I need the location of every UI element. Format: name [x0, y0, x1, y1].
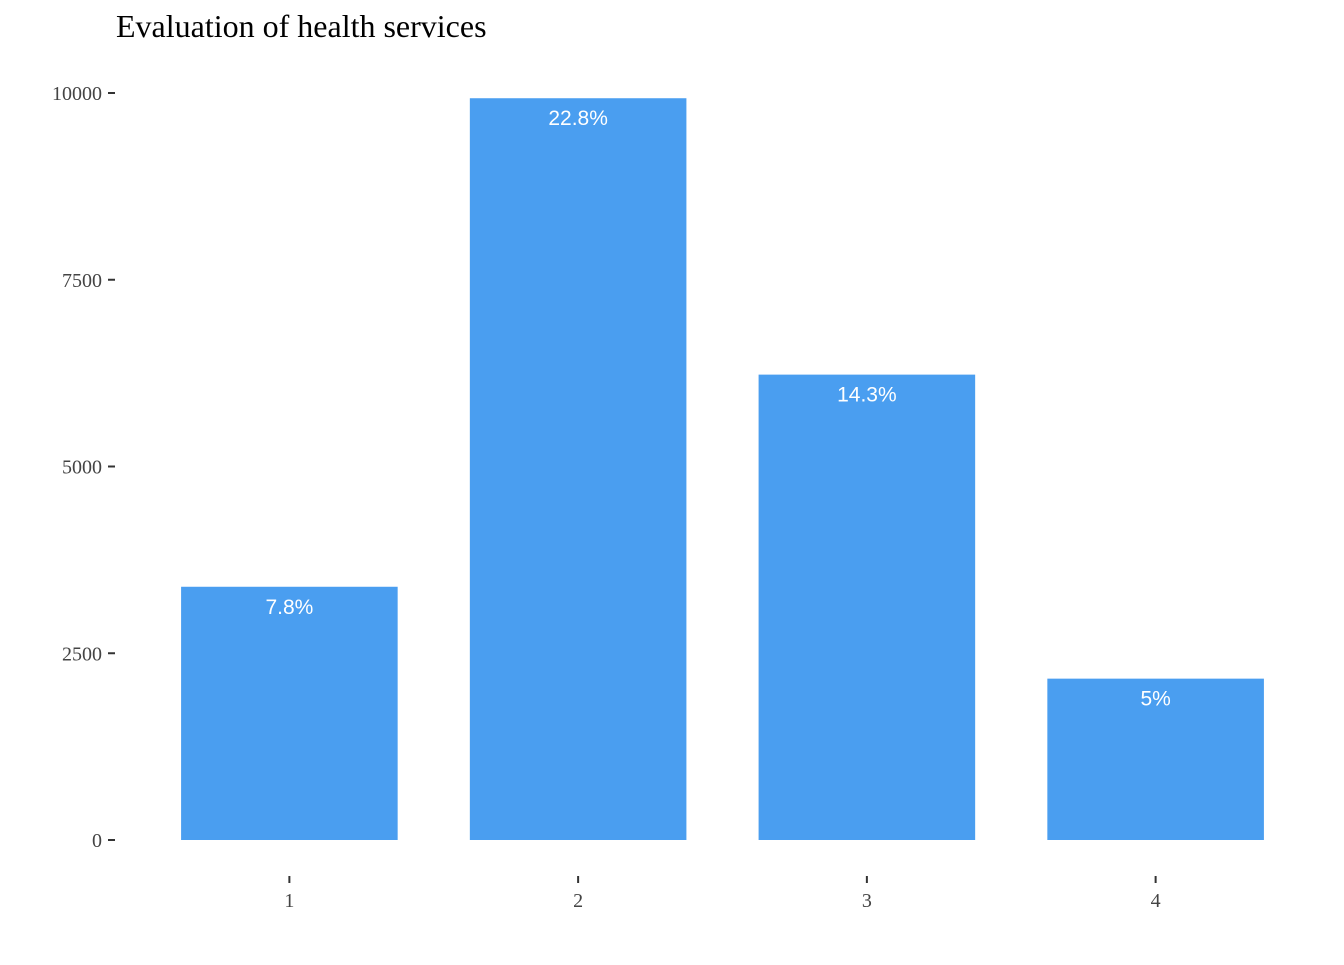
bars — [181, 98, 1264, 840]
x-tick-label: 1 — [284, 890, 294, 912]
y-tick-label: 2500 — [62, 643, 102, 665]
bar-4 — [1047, 678, 1264, 840]
x-tick-label: 4 — [1151, 890, 1161, 912]
chart-title: Evaluation of health services — [116, 8, 487, 44]
bar-label-2: 22.8% — [548, 107, 608, 130]
y-tick-label: 0 — [92, 830, 102, 852]
bar-1 — [181, 586, 398, 840]
x-axis: 1 2 3 4 — [284, 876, 1161, 912]
bar-2 — [469, 98, 687, 840]
y-tick-label: 7500 — [62, 270, 102, 292]
y-tick-label: 5000 — [62, 457, 102, 479]
y-axis: 0 2500 5000 7500 10000 — [52, 83, 115, 852]
bar-label-3: 14.3% — [837, 384, 897, 407]
bar-labels: 7.8% 22.8% 14.3% 5% — [265, 107, 1170, 710]
x-tick-label: 2 — [573, 890, 583, 912]
bar-3 — [758, 374, 976, 840]
x-tick-label: 3 — [862, 890, 872, 912]
y-tick-label: 10000 — [52, 83, 102, 105]
bar-label-1: 7.8% — [265, 596, 313, 619]
bar-label-4: 5% — [1140, 688, 1170, 711]
